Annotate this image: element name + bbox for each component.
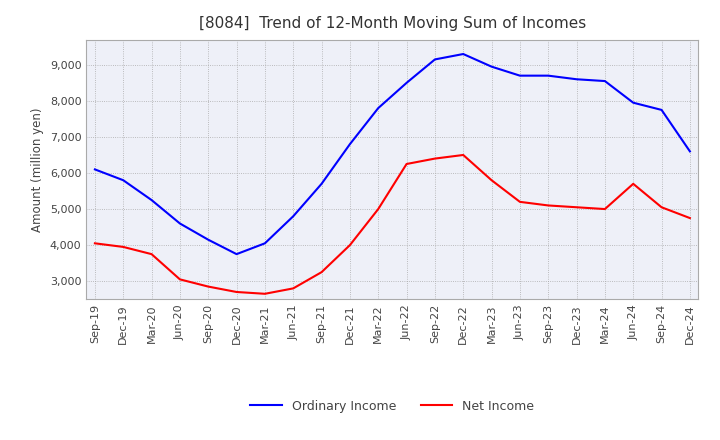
Net Income — [572, 205, 581, 210]
Net Income — [600, 206, 609, 212]
Net Income — [657, 205, 666, 210]
Ordinary Income — [600, 78, 609, 84]
Ordinary Income — [346, 142, 354, 147]
Ordinary Income — [204, 237, 212, 242]
Ordinary Income — [572, 77, 581, 82]
Net Income — [459, 152, 467, 158]
Net Income — [148, 252, 156, 257]
Net Income — [346, 242, 354, 248]
Ordinary Income — [487, 64, 496, 69]
Net Income — [233, 290, 241, 295]
Ordinary Income — [657, 107, 666, 113]
Net Income — [119, 244, 127, 249]
Net Income — [516, 199, 524, 205]
Net Income — [374, 206, 382, 212]
Net Income — [544, 203, 552, 208]
Net Income — [487, 178, 496, 183]
Ordinary Income — [431, 57, 439, 62]
Net Income — [402, 161, 411, 167]
Ordinary Income — [402, 80, 411, 85]
Ordinary Income — [459, 51, 467, 57]
Ordinary Income — [119, 178, 127, 183]
Ordinary Income — [91, 167, 99, 172]
Legend: Ordinary Income, Net Income: Ordinary Income, Net Income — [246, 395, 539, 418]
Net Income — [91, 241, 99, 246]
Net Income — [261, 291, 269, 297]
Ordinary Income — [261, 241, 269, 246]
Ordinary Income — [629, 100, 637, 105]
Ordinary Income — [685, 149, 694, 154]
Ordinary Income — [318, 181, 326, 187]
Ordinary Income — [544, 73, 552, 78]
Net Income — [318, 270, 326, 275]
Net Income — [204, 284, 212, 289]
Net Income — [685, 216, 694, 221]
Line: Ordinary Income: Ordinary Income — [95, 54, 690, 254]
Ordinary Income — [148, 198, 156, 203]
Line: Net Income: Net Income — [95, 155, 690, 294]
Ordinary Income — [289, 214, 297, 219]
Net Income — [431, 156, 439, 161]
Ordinary Income — [176, 221, 184, 226]
Net Income — [176, 277, 184, 282]
Ordinary Income — [233, 252, 241, 257]
Net Income — [289, 286, 297, 291]
Ordinary Income — [374, 106, 382, 111]
Title: [8084]  Trend of 12-Month Moving Sum of Incomes: [8084] Trend of 12-Month Moving Sum of I… — [199, 16, 586, 32]
Y-axis label: Amount (million yen): Amount (million yen) — [32, 107, 45, 231]
Net Income — [629, 181, 637, 187]
Ordinary Income — [516, 73, 524, 78]
